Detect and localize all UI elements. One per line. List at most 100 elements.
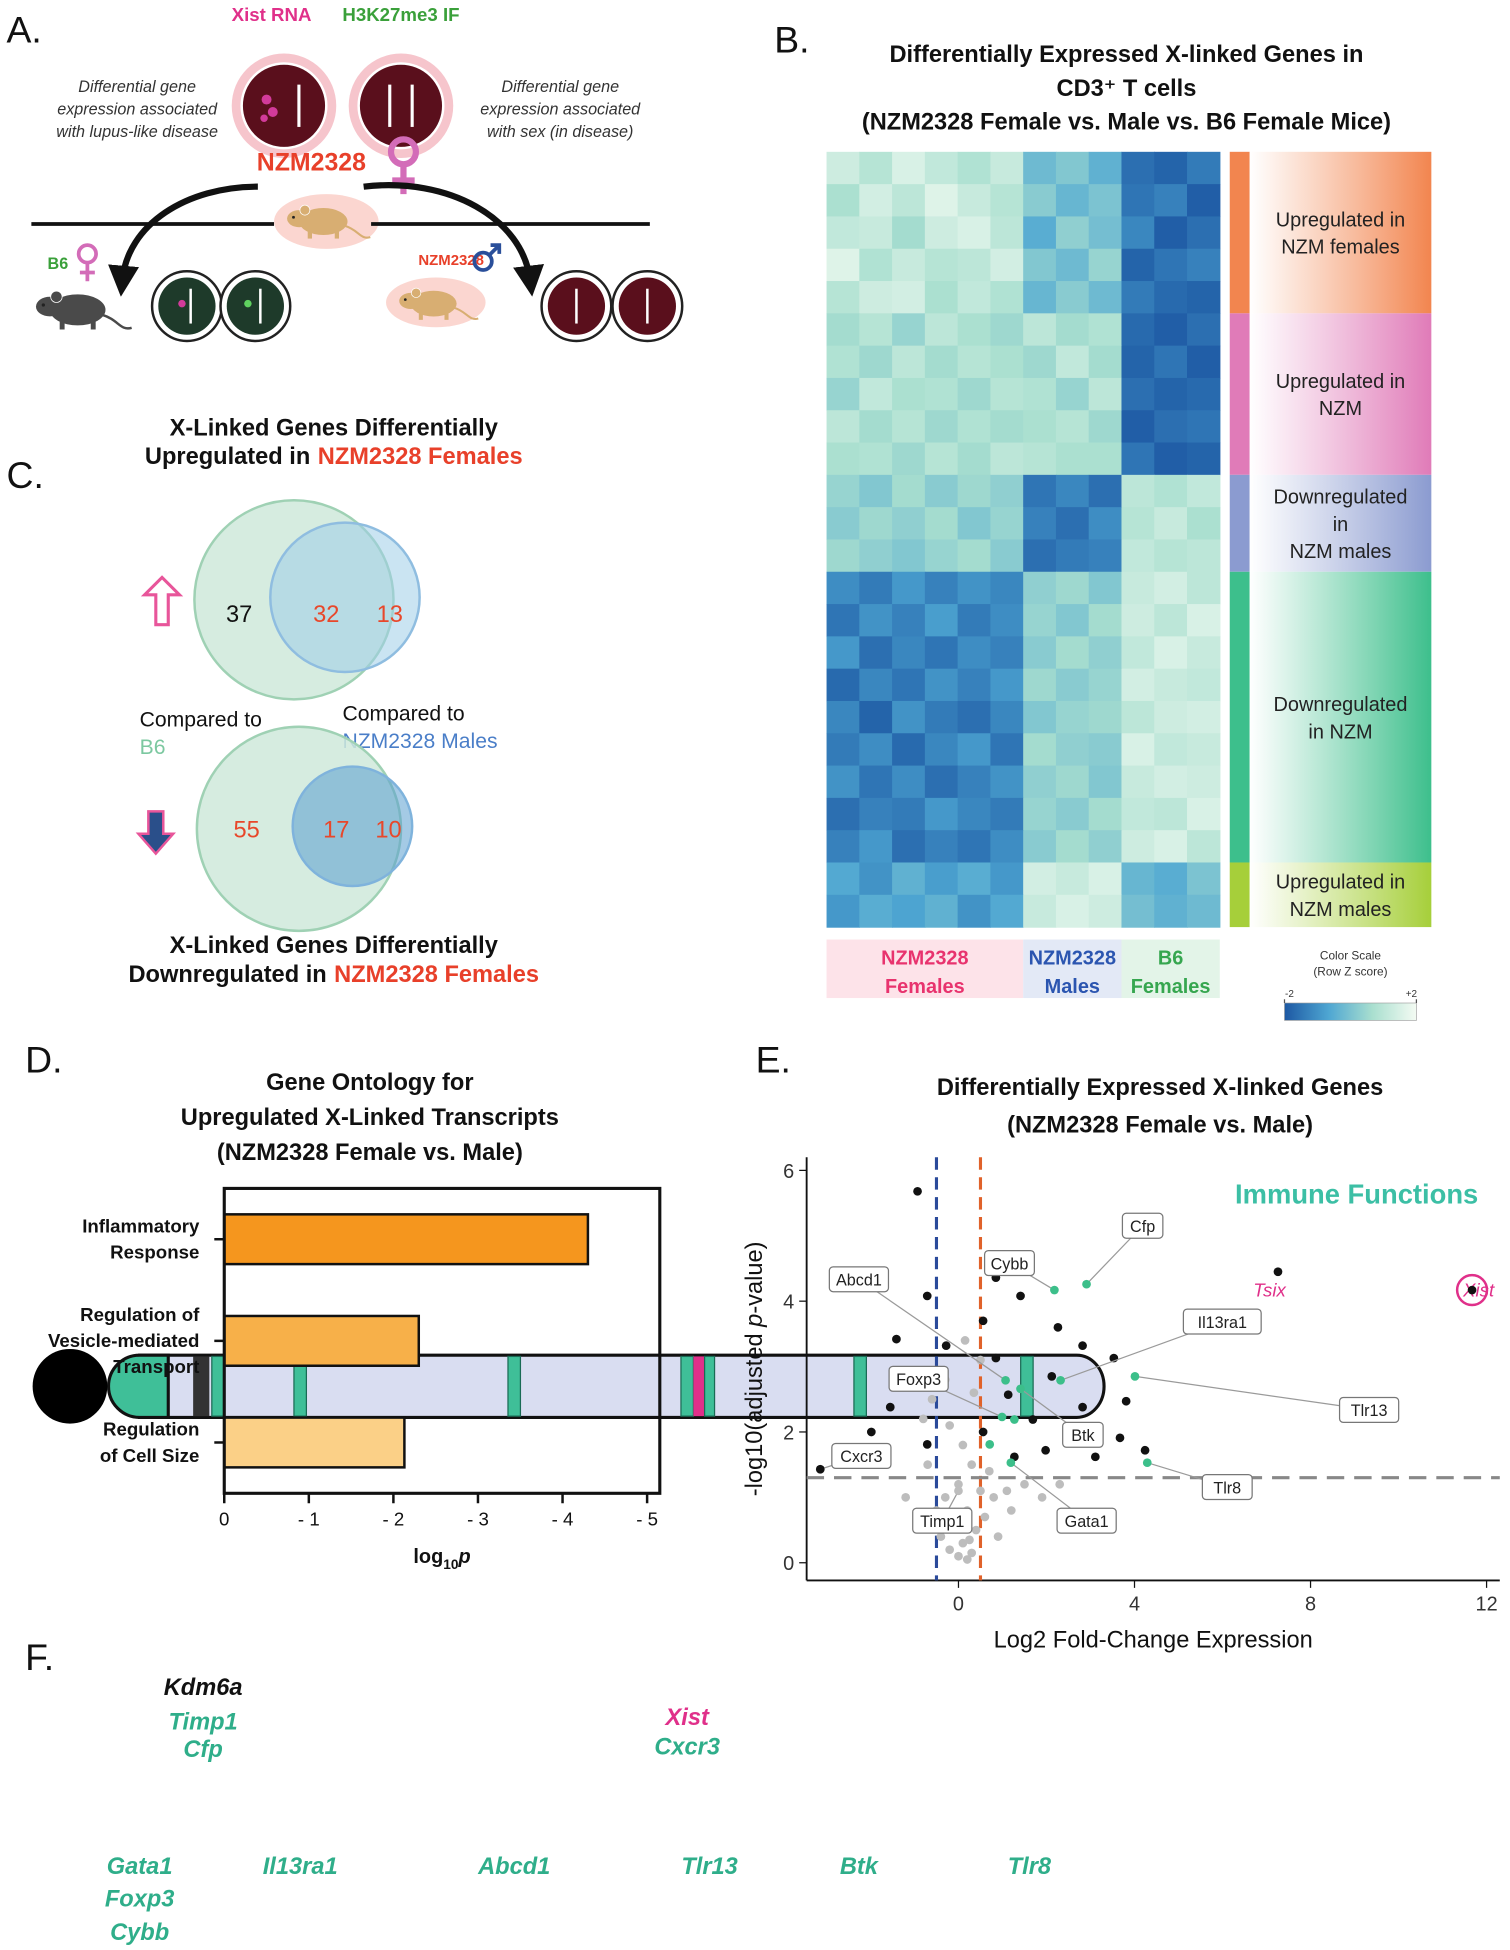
point bbox=[1001, 1375, 1010, 1385]
heatmap-cell bbox=[1088, 442, 1123, 476]
cluster-bar bbox=[1229, 474, 1250, 572]
heatmap-cell bbox=[1187, 830, 1221, 864]
band bbox=[507, 1355, 522, 1417]
venn-count: 32 bbox=[313, 602, 339, 628]
heatmap-cell bbox=[1055, 442, 1090, 476]
gene-label: Btk bbox=[1071, 1427, 1095, 1445]
heatmap-cell bbox=[1088, 248, 1123, 282]
heatmap-cell bbox=[826, 797, 860, 831]
heatmap-cell bbox=[1154, 830, 1188, 864]
heatmap-cell bbox=[1088, 797, 1123, 831]
point bbox=[940, 1493, 950, 1502]
heatmap-cell bbox=[826, 345, 860, 379]
heatmap-cell bbox=[826, 216, 860, 250]
point bbox=[958, 1440, 968, 1450]
heatmap-cell bbox=[924, 797, 959, 831]
xist-cloud bbox=[267, 107, 278, 117]
heatmap-cell bbox=[1154, 894, 1188, 928]
heatmap-cell bbox=[1055, 507, 1090, 541]
heatmap-cell bbox=[1154, 345, 1188, 379]
title-highlight: NZM2328 Females bbox=[318, 444, 523, 470]
heatmap-cell bbox=[1023, 442, 1057, 476]
heatmap-cell bbox=[1055, 830, 1090, 864]
heatmap-cell bbox=[826, 151, 860, 185]
heatmap-cell bbox=[990, 184, 1024, 218]
heatmap-cell bbox=[990, 797, 1024, 831]
label-box bbox=[888, 1365, 949, 1392]
heatmap-cell bbox=[1023, 474, 1057, 508]
heatmap-cell bbox=[1023, 894, 1057, 928]
heatmap-cell bbox=[1187, 313, 1221, 347]
note: with lupus-like disease bbox=[56, 123, 218, 141]
x-tick-label: 0 bbox=[219, 1509, 229, 1530]
column-group-box bbox=[826, 939, 1024, 999]
heatmap-cell bbox=[990, 733, 1024, 767]
heatmap-cell bbox=[990, 894, 1024, 928]
heatmap-cell bbox=[1121, 830, 1155, 864]
point bbox=[936, 1532, 946, 1541]
heatmap-cell bbox=[859, 733, 893, 767]
point bbox=[1056, 1375, 1065, 1385]
heatmap-cell bbox=[859, 248, 893, 282]
point bbox=[967, 1460, 977, 1470]
heatmap-cell bbox=[892, 507, 926, 541]
x-tick-label: - 3 bbox=[467, 1509, 489, 1530]
heatmap-cell bbox=[892, 797, 926, 831]
panel-label: E. bbox=[756, 1039, 791, 1081]
gene-label: Foxp3 bbox=[105, 1886, 175, 1912]
heatmap-cell bbox=[990, 345, 1024, 379]
circle bbox=[76, 243, 98, 265]
y-axis-label-part: -log10(adjusted bbox=[742, 1327, 768, 1496]
gene-label: Tlr8 bbox=[1008, 1854, 1052, 1880]
heatmap-cell bbox=[1121, 151, 1155, 185]
heatmap-cell bbox=[892, 862, 926, 896]
heatmap-cell bbox=[1088, 377, 1123, 411]
heatmap-cell bbox=[957, 474, 992, 508]
cluster-band bbox=[1249, 474, 1432, 572]
y-tick-label: 2 bbox=[783, 1422, 794, 1444]
cluster-label: Downregulated bbox=[1274, 486, 1408, 508]
heatmap-cell bbox=[1023, 571, 1057, 605]
heatmap-cell bbox=[1187, 604, 1221, 637]
cluster-label: NZM males bbox=[1290, 541, 1392, 563]
point bbox=[1016, 1291, 1025, 1301]
title-highlight: NZM2328 Females bbox=[334, 962, 539, 988]
heatmap-cell bbox=[1023, 151, 1057, 185]
band bbox=[193, 1356, 210, 1417]
point bbox=[1467, 1285, 1477, 1295]
heatmap-cell bbox=[1154, 377, 1188, 411]
heatmap-cell bbox=[1187, 571, 1221, 605]
heatmap-cell bbox=[1121, 248, 1155, 282]
x-tick-label: - 5 bbox=[636, 1509, 658, 1530]
heatmap-cell bbox=[1088, 410, 1123, 444]
heatmap-cell bbox=[924, 151, 959, 185]
heatmap-cell bbox=[1055, 151, 1090, 185]
heatmap-cell bbox=[1023, 313, 1057, 347]
heatmap-cell bbox=[1055, 604, 1090, 637]
gene-label: Il13ra1 bbox=[1198, 1314, 1247, 1332]
heatmap-cell bbox=[957, 571, 992, 605]
heatmap-cell bbox=[1055, 216, 1090, 250]
gene-label: Tlr13 bbox=[1351, 1402, 1388, 1420]
heatmap-cell bbox=[1187, 410, 1221, 444]
heatmap-cell bbox=[859, 507, 893, 541]
heatmap-cell bbox=[892, 894, 926, 928]
heatmap-cell bbox=[990, 668, 1024, 702]
heatmap-cell bbox=[1187, 797, 1221, 831]
heatmap-cell bbox=[1154, 571, 1188, 605]
heatmap-cell bbox=[1023, 862, 1057, 896]
gene-label: Timp1 bbox=[920, 1513, 964, 1531]
column-group-label: NZM2328 bbox=[1029, 947, 1116, 969]
y-tick-label: Regulation of bbox=[80, 1304, 200, 1325]
heatmap-cell bbox=[1055, 184, 1090, 218]
cell bbox=[357, 62, 445, 150]
heatmap-cell bbox=[892, 830, 926, 864]
label-box bbox=[983, 1250, 1035, 1277]
point bbox=[1006, 1506, 1016, 1515]
point bbox=[989, 1493, 999, 1502]
point bbox=[978, 1427, 988, 1437]
heatmap-cell bbox=[1055, 474, 1090, 508]
heatmap-cell bbox=[924, 604, 959, 637]
chart-title: Gene Ontology for bbox=[266, 1070, 473, 1096]
